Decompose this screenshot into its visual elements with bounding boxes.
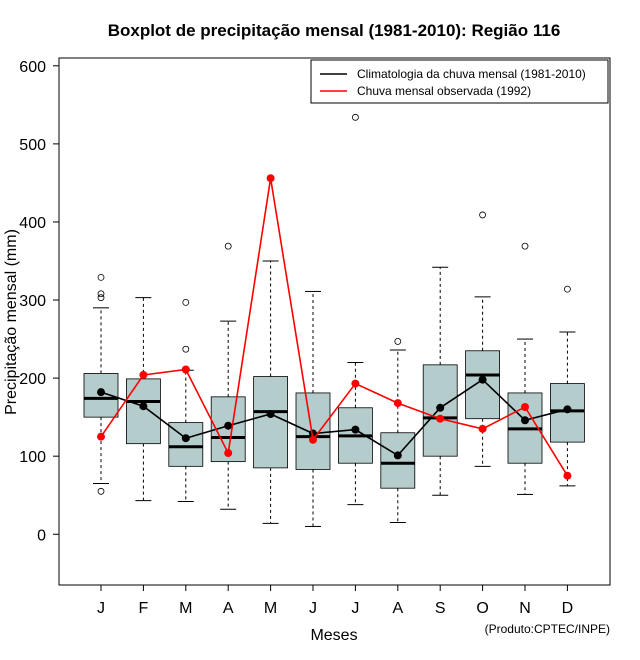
y-tick-label: 500 bbox=[19, 137, 46, 154]
boxes-group bbox=[83, 113, 585, 527]
legend-box bbox=[310, 59, 609, 104]
x-tick-label: O bbox=[476, 600, 488, 617]
series-point bbox=[224, 421, 233, 430]
outlier-point bbox=[351, 113, 359, 121]
series-line bbox=[100, 178, 569, 477]
outlier-point bbox=[564, 285, 571, 293]
x-tick-label: N bbox=[519, 600, 531, 617]
series-point bbox=[181, 365, 190, 374]
y-tick-label: 0 bbox=[37, 527, 46, 544]
legend: Climatologia da chuva mensal (1981-2010)… bbox=[310, 59, 609, 104]
x-tick-label: A bbox=[223, 600, 234, 617]
box-M-3 bbox=[168, 298, 204, 502]
box-J-1 bbox=[83, 273, 119, 495]
legend-label-observada: Chuva mensal observada (1992) bbox=[357, 84, 531, 98]
box-A-8 bbox=[380, 338, 416, 524]
series-point bbox=[436, 414, 445, 423]
credit-text: (Produto:CPTEC/INPE) bbox=[485, 622, 610, 636]
x-tick-label: M bbox=[179, 600, 192, 617]
y-tick-label: 400 bbox=[19, 215, 46, 232]
series-point bbox=[563, 405, 572, 414]
y-axis-label: Precipitação mensal (mm) bbox=[3, 229, 20, 415]
box-body bbox=[465, 350, 501, 420]
box-J-7 bbox=[337, 113, 373, 506]
outlier-point bbox=[521, 242, 529, 250]
outlier-point bbox=[97, 487, 105, 495]
legend-label-climatologia: Climatologia da chuva mensal (1981-2010) bbox=[357, 67, 586, 81]
x-tick-label: D bbox=[562, 600, 574, 617]
box-F-2 bbox=[126, 297, 161, 502]
box-body bbox=[253, 376, 289, 469]
series-line bbox=[100, 378, 568, 457]
box-body bbox=[126, 378, 161, 445]
series-point bbox=[266, 174, 275, 183]
y-tick-label: 100 bbox=[19, 449, 46, 466]
chart-title: Boxplot de precipitação mensal (1981-201… bbox=[108, 21, 561, 40]
outlier-point bbox=[97, 273, 105, 281]
series-lines bbox=[97, 174, 572, 480]
series-point bbox=[181, 434, 190, 443]
y-tick-label: 600 bbox=[19, 59, 46, 76]
x-tick-label: J bbox=[351, 600, 359, 617]
x-axis-label: Meses bbox=[310, 627, 357, 644]
outlier-point bbox=[224, 242, 232, 250]
x-tick-label: A bbox=[392, 600, 403, 617]
x-tick-label: J bbox=[97, 600, 105, 617]
plot-frame bbox=[58, 57, 611, 586]
x-tick-label: S bbox=[435, 600, 446, 617]
x-tick-label: M bbox=[264, 600, 277, 617]
series-point bbox=[224, 449, 233, 458]
y-axis: 0 100 200 300 400 500 600 bbox=[19, 59, 60, 544]
series-point bbox=[97, 432, 105, 441]
series-point bbox=[436, 403, 445, 412]
series-observada bbox=[97, 174, 572, 480]
y-tick-label: 200 bbox=[19, 371, 46, 388]
x-tick-label: J bbox=[309, 600, 317, 617]
outlier-point bbox=[182, 345, 190, 353]
outlier-point bbox=[97, 290, 105, 298]
series-point bbox=[393, 399, 402, 408]
series-point bbox=[351, 425, 360, 434]
box-O-10 bbox=[465, 211, 501, 467]
series-point bbox=[309, 435, 317, 444]
box-S-9 bbox=[422, 266, 458, 496]
box-N-11 bbox=[507, 242, 543, 495]
outlier-point bbox=[479, 211, 487, 219]
series-point bbox=[97, 388, 105, 397]
box-M-5 bbox=[253, 260, 289, 524]
series-point bbox=[478, 424, 487, 433]
outlier-point bbox=[182, 298, 190, 306]
series-point bbox=[563, 471, 572, 480]
series-point bbox=[393, 451, 402, 460]
series-point bbox=[351, 379, 360, 388]
series-point bbox=[478, 375, 487, 384]
series-point bbox=[521, 402, 529, 411]
x-tick-label: F bbox=[139, 600, 149, 617]
series-climatologia bbox=[97, 375, 572, 460]
outlier-point bbox=[97, 294, 105, 302]
series-point bbox=[266, 410, 275, 419]
series-point bbox=[521, 416, 529, 425]
box-J-6 bbox=[295, 290, 331, 527]
series-point bbox=[139, 370, 148, 379]
y-tick-label: 300 bbox=[19, 293, 46, 310]
series-point bbox=[139, 402, 148, 411]
outlier-point bbox=[394, 338, 402, 345]
